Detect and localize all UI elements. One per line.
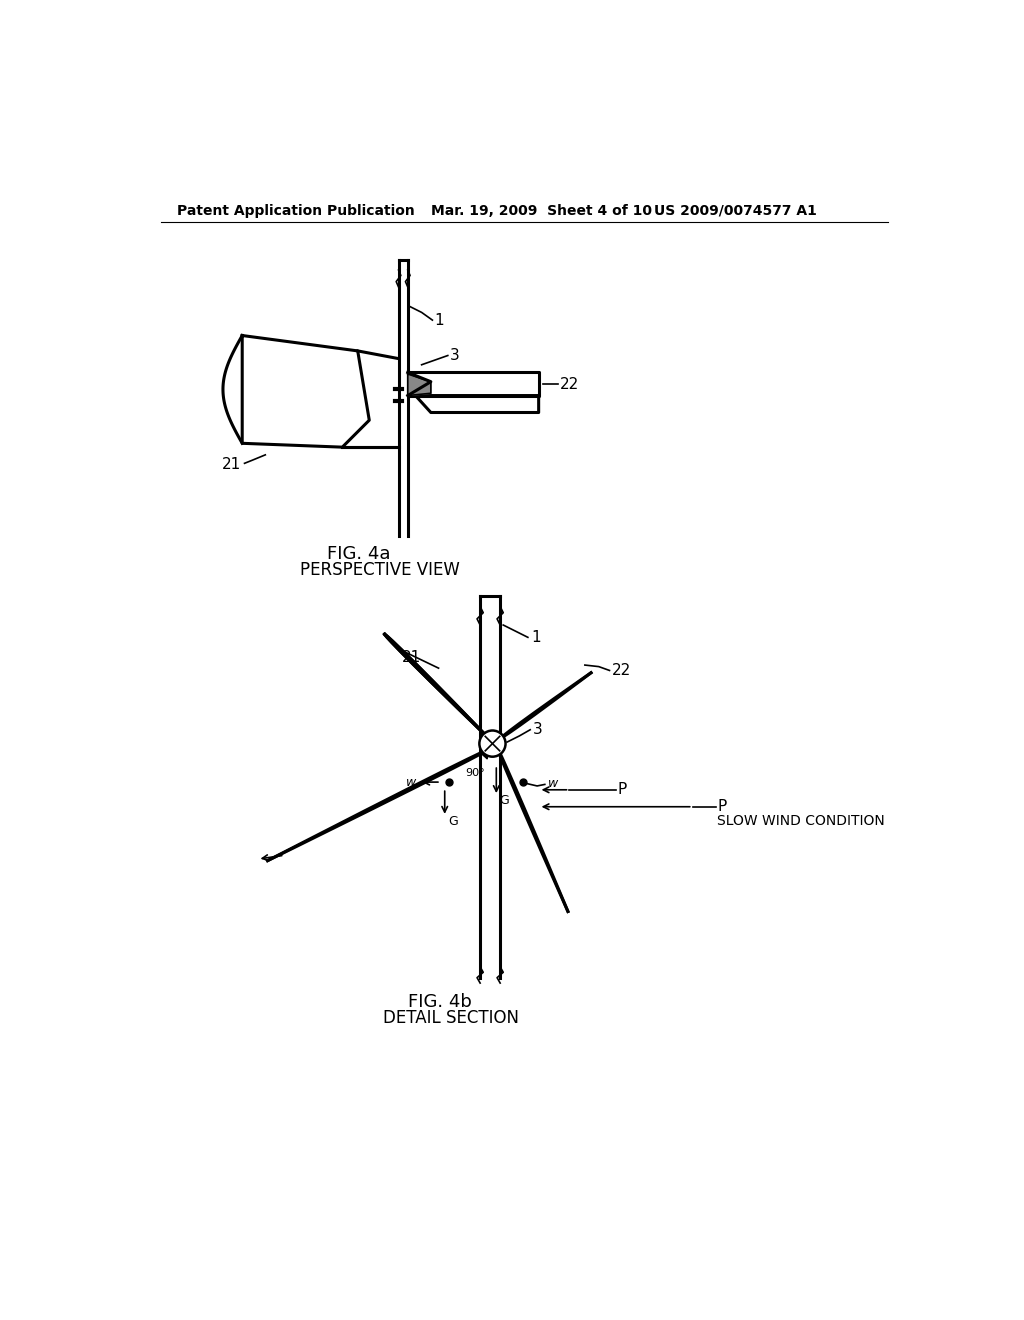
Polygon shape [267,750,487,861]
Text: 3: 3 [451,348,460,363]
Text: PERSPECTIVE VIEW: PERSPECTIVE VIEW [300,561,460,578]
Polygon shape [385,635,486,737]
Text: FIG. 4a: FIG. 4a [327,545,390,564]
Polygon shape [408,372,539,396]
Polygon shape [416,396,539,412]
Text: Mar. 19, 2009  Sheet 4 of 10: Mar. 19, 2009 Sheet 4 of 10 [431,203,652,218]
Text: w: w [548,777,558,791]
Text: 22: 22 [611,663,631,678]
Text: 21: 21 [222,457,242,471]
Circle shape [479,730,506,756]
Text: P: P [717,799,727,814]
Text: 1: 1 [435,313,444,327]
Text: SLOW WIND CONDITION: SLOW WIND CONDITION [717,813,885,828]
Text: G: G [500,795,509,808]
Text: 22: 22 [560,376,580,392]
Text: 21: 21 [402,649,422,665]
Text: G: G [447,816,458,828]
Text: P: P [617,783,627,797]
Polygon shape [408,374,431,396]
Text: w: w [406,776,416,788]
Text: US 2009/0074577 A1: US 2009/0074577 A1 [654,203,817,218]
Text: Patent Application Publication: Patent Application Publication [177,203,415,218]
Text: 3: 3 [534,722,543,738]
Text: FIG. 4b: FIG. 4b [408,994,472,1011]
Polygon shape [502,673,591,738]
Text: 1: 1 [531,630,541,645]
Text: 90°: 90° [466,768,485,777]
Polygon shape [497,747,568,912]
Text: DETAIL SECTION: DETAIL SECTION [383,1008,519,1027]
